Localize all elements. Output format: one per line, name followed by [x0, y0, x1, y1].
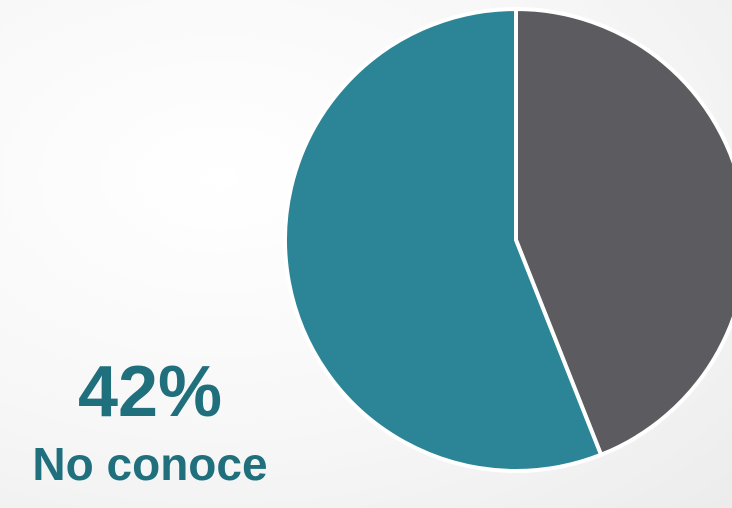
callout: 42% No conoce	[0, 350, 300, 494]
pie-slice-1	[514, 7, 732, 457]
callout-label: No conoce	[32, 438, 268, 490]
pie-slice-2	[283, 7, 604, 473]
callout-value: 42%	[77, 352, 223, 432]
